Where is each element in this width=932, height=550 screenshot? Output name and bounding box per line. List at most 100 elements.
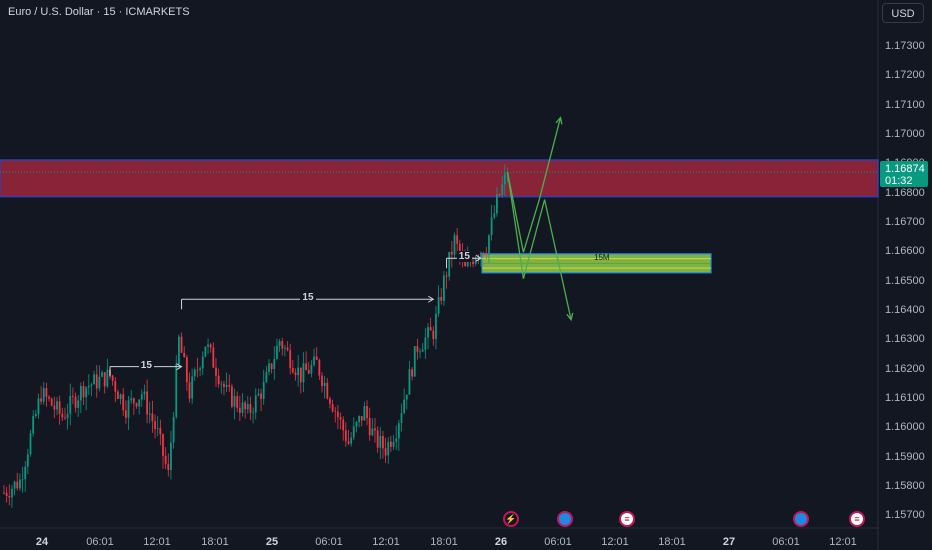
time-tick-label: 06:01	[315, 536, 343, 548]
candle-body	[130, 398, 133, 401]
candle-body	[3, 492, 5, 494]
candle-body	[472, 261, 474, 264]
candle-body	[427, 327, 429, 338]
candle-body	[310, 364, 313, 374]
candle-body	[82, 385, 85, 398]
candle-body	[93, 374, 95, 385]
candle-body	[13, 481, 16, 489]
candle-body	[363, 406, 366, 421]
candle-body	[45, 388, 48, 397]
candle-body	[42, 388, 45, 402]
candle-body	[480, 252, 482, 258]
candle-body	[228, 385, 231, 387]
candle-body	[453, 235, 456, 255]
candle-body	[223, 383, 225, 387]
candle-body	[503, 173, 506, 185]
candle-body	[257, 393, 260, 396]
time-tick-label: 12:01	[372, 536, 400, 548]
candle-body	[403, 399, 406, 414]
candle-body	[302, 363, 305, 383]
us-flag-event-icon[interactable]: ≡	[849, 511, 865, 527]
candle-body	[29, 433, 32, 455]
candle-body	[140, 394, 143, 400]
candle-body	[488, 235, 490, 255]
candle-body	[268, 363, 270, 372]
candle-body	[260, 393, 262, 399]
candle-body	[408, 369, 411, 395]
candle-body	[143, 391, 146, 395]
candle-body	[98, 376, 101, 389]
price-tick-label: 1.16500	[885, 274, 925, 287]
candle-body	[138, 399, 141, 407]
candle-body	[419, 351, 421, 353]
candle-body	[21, 479, 24, 481]
time-tick-label: 12:01	[829, 536, 857, 548]
candle-body	[172, 416, 175, 443]
candle-body	[421, 349, 424, 352]
candle-body	[119, 394, 122, 400]
candle-body	[429, 327, 432, 331]
candle-body	[106, 369, 109, 387]
projection-path	[506, 171, 572, 320]
structure-break-label: 15	[456, 251, 472, 263]
candle-body	[69, 395, 72, 414]
candle-body	[180, 336, 183, 353]
candle-body	[117, 391, 119, 400]
candle-body	[284, 347, 286, 349]
candle-body	[374, 428, 376, 431]
last-price-badge: 1.16874 01:32	[880, 161, 928, 187]
candle-body	[103, 372, 106, 387]
time-tick-label: 24	[35, 536, 49, 548]
candle-body	[37, 398, 40, 415]
candle-body	[162, 434, 164, 456]
bar-countdown: 01:32	[885, 175, 913, 187]
candle-body	[32, 416, 35, 434]
structure-break-label: 15	[300, 292, 316, 304]
price-tick-label: 1.16100	[885, 391, 925, 404]
time-tick-label: 06:01	[86, 536, 114, 548]
candle-body	[321, 375, 323, 387]
candle-body	[474, 257, 477, 264]
candle-body	[273, 359, 276, 369]
candle-body	[170, 442, 172, 470]
structure-break-arrow	[176, 363, 183, 371]
globe-event-icon[interactable]	[793, 511, 809, 527]
price-tick-label: 1.15900	[885, 450, 925, 463]
candle-body	[265, 371, 268, 382]
price-tick-label: 1.17000	[885, 128, 925, 141]
candle-body	[329, 398, 331, 405]
supply-zone	[0, 159, 879, 198]
candle-body	[366, 406, 368, 419]
candle-body	[334, 411, 337, 413]
candle-body	[342, 419, 345, 431]
time-tick-label: 25	[265, 536, 279, 548]
lightning-event-icon[interactable]: ⚡	[503, 511, 519, 527]
candle-body	[498, 194, 501, 196]
candle-body	[53, 405, 56, 410]
currency-button[interactable]: USD	[882, 3, 924, 23]
candle-body	[101, 372, 103, 377]
candle-body	[482, 252, 485, 255]
last-price-value: 1.16874	[885, 163, 925, 175]
candle-body	[262, 381, 265, 399]
candle-body	[376, 430, 379, 448]
candle-body	[440, 296, 443, 301]
candle-body	[207, 344, 209, 347]
candle-body	[448, 251, 451, 277]
candle-body	[233, 396, 236, 407]
us-flag-event-icon[interactable]: ≡	[619, 511, 635, 527]
candle-body	[231, 386, 233, 407]
candle-body	[413, 346, 416, 377]
candle-body	[254, 395, 257, 413]
candle-body	[212, 347, 215, 368]
candle-body	[278, 341, 281, 346]
candle-body	[337, 411, 339, 418]
candle-body	[289, 350, 292, 369]
projection-arrowhead	[555, 116, 563, 125]
globe-event-icon[interactable]	[557, 511, 573, 527]
candle-body	[297, 367, 300, 376]
candle-body	[387, 441, 390, 456]
candle-body	[16, 481, 19, 489]
candle-body	[405, 394, 408, 400]
